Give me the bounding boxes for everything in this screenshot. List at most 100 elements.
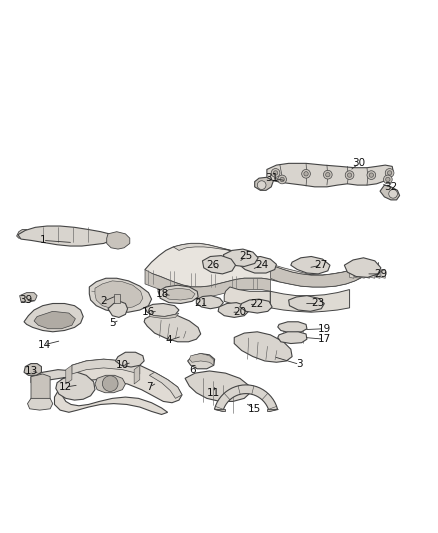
Text: 3: 3: [296, 359, 303, 369]
Polygon shape: [267, 163, 393, 187]
Polygon shape: [278, 332, 307, 344]
Text: 14: 14: [37, 340, 51, 350]
Polygon shape: [24, 303, 83, 332]
Polygon shape: [376, 270, 380, 278]
Polygon shape: [34, 311, 75, 329]
Polygon shape: [289, 296, 324, 311]
Text: 23: 23: [311, 298, 325, 309]
Circle shape: [325, 173, 330, 177]
Polygon shape: [144, 313, 201, 342]
Circle shape: [304, 172, 308, 176]
Circle shape: [386, 177, 390, 182]
Circle shape: [257, 181, 266, 189]
Text: 22: 22: [251, 300, 264, 309]
Polygon shape: [116, 352, 144, 367]
Polygon shape: [380, 185, 399, 200]
Circle shape: [302, 169, 311, 178]
Text: 31: 31: [265, 173, 279, 183]
Circle shape: [323, 171, 332, 179]
Polygon shape: [108, 301, 127, 318]
Polygon shape: [107, 232, 130, 249]
Polygon shape: [28, 398, 53, 410]
Polygon shape: [240, 256, 276, 273]
Text: 1: 1: [39, 236, 46, 245]
Polygon shape: [278, 322, 307, 333]
Polygon shape: [218, 303, 249, 318]
Text: 29: 29: [374, 269, 388, 279]
Polygon shape: [254, 177, 273, 190]
Polygon shape: [134, 365, 140, 384]
Polygon shape: [95, 281, 143, 309]
Polygon shape: [344, 258, 381, 277]
Polygon shape: [18, 226, 114, 246]
Text: 6: 6: [190, 365, 196, 375]
Text: 27: 27: [314, 260, 328, 270]
Polygon shape: [158, 285, 198, 303]
Polygon shape: [355, 270, 359, 278]
Polygon shape: [240, 299, 272, 313]
Polygon shape: [381, 270, 385, 278]
Polygon shape: [267, 409, 278, 411]
Polygon shape: [95, 375, 125, 393]
Polygon shape: [270, 289, 350, 312]
Polygon shape: [234, 332, 292, 362]
Text: 15: 15: [248, 404, 261, 414]
Circle shape: [385, 168, 394, 177]
Circle shape: [102, 376, 118, 391]
Polygon shape: [196, 296, 223, 309]
Text: 12: 12: [59, 382, 72, 392]
Text: 39: 39: [19, 295, 32, 305]
Text: 19: 19: [318, 324, 331, 334]
Polygon shape: [371, 270, 375, 278]
Polygon shape: [17, 230, 28, 238]
Text: 25: 25: [239, 252, 253, 262]
Text: 30: 30: [353, 158, 366, 168]
Polygon shape: [114, 294, 120, 303]
Text: 32: 32: [384, 182, 398, 192]
Text: 26: 26: [206, 260, 219, 270]
Text: 17: 17: [318, 334, 331, 344]
Polygon shape: [173, 244, 366, 275]
Circle shape: [278, 175, 286, 184]
Circle shape: [271, 168, 280, 177]
Circle shape: [345, 171, 354, 180]
Circle shape: [347, 173, 352, 177]
Text: 5: 5: [109, 318, 116, 328]
Circle shape: [367, 171, 376, 180]
Polygon shape: [149, 313, 179, 319]
Text: 16: 16: [142, 307, 155, 317]
Circle shape: [389, 189, 397, 198]
Polygon shape: [163, 288, 195, 300]
Polygon shape: [215, 409, 225, 411]
Polygon shape: [223, 249, 258, 266]
Polygon shape: [145, 303, 179, 317]
Polygon shape: [145, 270, 270, 298]
Polygon shape: [270, 265, 368, 287]
Text: 20: 20: [233, 307, 247, 317]
Text: 21: 21: [194, 298, 207, 309]
Polygon shape: [54, 359, 182, 415]
Circle shape: [369, 173, 374, 177]
Polygon shape: [66, 365, 72, 384]
Circle shape: [388, 171, 392, 175]
Polygon shape: [350, 270, 354, 278]
Polygon shape: [89, 278, 152, 312]
Text: 7: 7: [146, 382, 153, 392]
Text: 18: 18: [156, 289, 169, 299]
Circle shape: [29, 366, 36, 373]
Polygon shape: [31, 374, 50, 403]
Polygon shape: [185, 371, 251, 401]
Circle shape: [273, 171, 278, 175]
Text: 11: 11: [207, 387, 220, 398]
Text: 24: 24: [255, 260, 268, 270]
Circle shape: [280, 177, 284, 182]
Text: 2: 2: [100, 296, 107, 306]
Polygon shape: [360, 270, 364, 278]
Polygon shape: [187, 353, 215, 369]
Polygon shape: [31, 370, 95, 400]
Polygon shape: [215, 385, 278, 411]
Polygon shape: [202, 256, 236, 274]
Polygon shape: [224, 287, 270, 309]
Polygon shape: [291, 256, 330, 274]
Polygon shape: [145, 244, 368, 287]
